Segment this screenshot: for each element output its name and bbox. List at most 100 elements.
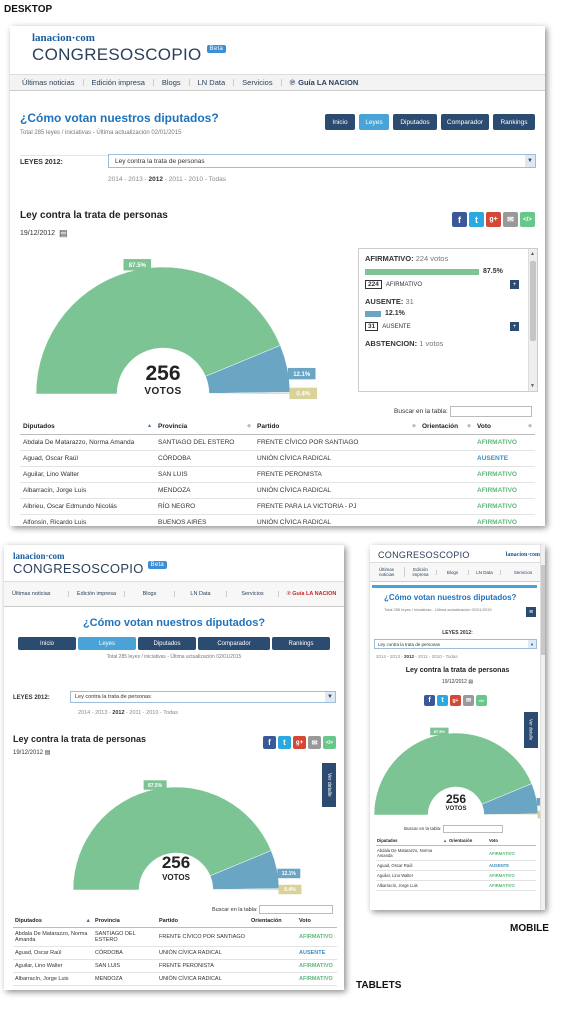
mobile-google-plus-icon[interactable]: g+ <box>450 695 461 706</box>
btn-inicio[interactable]: Inicio <box>325 114 355 130</box>
mobile-nav-ultimas[interactable]: Últimas noticias <box>379 567 395 577</box>
tablet-col-diputados[interactable]: Diputados ▲ <box>13 915 93 928</box>
site-title[interactable]: CONGRESOSCOPIO <box>32 45 202 64</box>
mobile-col-diputados[interactable]: Diputados ▲ <box>376 836 448 846</box>
twitter-icon[interactable]: t <box>469 212 484 227</box>
year-2012[interactable]: 2012 <box>148 176 163 183</box>
table-row[interactable]: Aguilar, Lino Walter SAN LUIS FRENTE PERON… <box>13 959 337 973</box>
tablet-document-icon[interactable]: ▤ <box>44 750 51 756</box>
table-row[interactable]: Abdala De Matarazzo, Norma Amanda AFIRMAT… <box>376 845 536 861</box>
mobile-scrollbar[interactable] <box>540 545 545 910</box>
btn-leyes[interactable]: Leyes <box>359 114 389 130</box>
tablet-google-plus-icon[interactable]: g+ <box>293 736 306 749</box>
mobile-nav-blogs[interactable]: Blogs <box>436 569 468 575</box>
embed-icon[interactable]: </> <box>520 212 535 227</box>
mobile-logo[interactable]: lanacion·com <box>505 552 540 558</box>
year-2010[interactable]: 2010 <box>188 176 203 183</box>
nav-ultimas[interactable]: Últimas noticias <box>14 79 84 87</box>
tablet-ley-select[interactable]: Ley contra la trata de personas ▼ <box>70 691 336 703</box>
lanacion-logo[interactable]: lanacion·com <box>32 32 95 44</box>
col-voto[interactable]: Voto ◆ <box>474 419 535 435</box>
search-input[interactable] <box>449 406 532 417</box>
tablet-nav-edicion[interactable]: Edición impresa <box>68 591 124 597</box>
mobile-col-orientacion[interactable]: Orientación <box>448 836 488 846</box>
table-row[interactable]: Aguilar, Lino Walter AFIRMATIVO <box>376 870 536 881</box>
mail-icon[interactable]: ✉ <box>503 212 518 227</box>
mobile-search-input[interactable] <box>442 825 503 833</box>
tablet-btn-diputados[interactable]: Diputados <box>138 637 196 650</box>
year-2013[interactable]: 2013 <box>128 176 143 183</box>
mobile-mail-icon[interactable]: ✉ <box>463 695 474 706</box>
expand-ausente-icon[interactable]: + <box>510 322 519 331</box>
document-icon[interactable]: ▤ <box>59 228 68 238</box>
slice-abstencion[interactable] <box>212 888 280 891</box>
facebook-icon[interactable]: f <box>452 212 467 227</box>
panel-scrollbar[interactable]: ▲ ▼ <box>528 249 537 391</box>
col-orientacion[interactable]: Orientación ◆ <box>419 419 474 435</box>
tablet-btn-leyes[interactable]: Leyes <box>78 637 136 650</box>
btn-diputados[interactable]: Diputados <box>393 114 437 130</box>
mobile-col-voto[interactable]: Voto <box>488 836 536 846</box>
year-2011[interactable]: 2011 <box>168 176 183 183</box>
table-row[interactable]: Aguad, Oscar Raúl CÓRDOBA UNIÓN CÍVICA RAD… <box>20 450 535 467</box>
table-row[interactable]: Alfonsín, Ricardo Luis BUENOS AIRES UNIÓN … <box>20 514 535 526</box>
mobile-nav-lndata[interactable]: LN Data <box>468 569 500 575</box>
slice-ausente[interactable] <box>481 783 539 815</box>
tablet-nav-guia[interactable]: ℗ Guía LA NACION <box>278 591 344 597</box>
slice-ausente[interactable] <box>209 850 280 890</box>
mobile-site-title[interactable]: CONGRESOSCOPIO <box>378 550 470 560</box>
mobile-nav-servicios[interactable]: Servicios <box>500 569 545 575</box>
tablet-btn-comparador[interactable]: Comparador <box>198 637 270 650</box>
tablet-search-input[interactable] <box>259 905 334 914</box>
nav-guia[interactable]: ℗ Guía LA NACION <box>289 77 359 87</box>
btn-rankings[interactable]: Rankings <box>493 114 535 130</box>
tablet-btn-inicio[interactable]: Inicio <box>18 637 76 650</box>
tablet-nav-ultimas[interactable]: Últimas noticias <box>12 591 51 597</box>
tablet-nav-blogs[interactable]: Blogs <box>124 591 174 597</box>
tablet-twitter-icon[interactable]: t <box>278 736 291 749</box>
table-row[interactable]: Albrieu, Oscar Edmundo Nicolás RÍO NEGRO F… <box>20 498 535 515</box>
table-row[interactable]: Abdala De Matarazzo, Norma Amanda SANTIAG… <box>20 434 535 451</box>
table-row[interactable]: Albarracín, Jorge Luis MENDOZA UNIÓN CÍVIC… <box>20 482 535 499</box>
table-row[interactable]: Aguilar, Lino Walter SAN LUIS FRENTE PERON… <box>20 466 535 483</box>
mobile-document-icon[interactable]: ▤ <box>468 679 474 685</box>
mobile-twitter-icon[interactable]: t <box>437 695 448 706</box>
table-row[interactable]: Abdala De Matarazzo, Norma Amanda SANTIAG… <box>13 927 337 947</box>
tablet-col-partido[interactable]: Partido <box>157 915 249 928</box>
nav-lndata[interactable]: LN Data <box>190 79 235 87</box>
table-row[interactable]: Albarracín, Jorge Luis AFIRMATIVO <box>376 880 536 891</box>
table-row[interactable]: Aguad, Oscar Raúl AUSENTE <box>376 860 536 871</box>
tablet-logo[interactable]: lanacion·com <box>13 551 65 561</box>
nav-edicion[interactable]: Edición impresa <box>84 79 154 87</box>
slice-abstencion[interactable] <box>483 813 539 816</box>
tablet-col-voto[interactable]: Voto <box>297 915 337 928</box>
google-plus-icon[interactable]: g+ <box>486 212 501 227</box>
slice-ausente[interactable] <box>205 345 291 394</box>
tablet-nav-servicios[interactable]: Servicios <box>226 591 278 597</box>
col-diputados[interactable]: Diputados ▲ <box>20 419 155 435</box>
col-partido[interactable]: Partido ◆ <box>254 419 419 435</box>
btn-comparador[interactable]: Comparador <box>441 114 489 130</box>
table-row[interactable]: Albarracín, Jorge Luis MENDOZA UNIÓN CÍVIC… <box>13 972 337 986</box>
col-provincia[interactable]: Provincia ◆ <box>155 419 254 435</box>
tablet-site-title[interactable]: CONGRESOSCOPIO <box>13 561 144 576</box>
tablet-embed-icon[interactable]: </> <box>323 736 336 749</box>
tablet-nav-lndata[interactable]: LN Data <box>174 591 226 597</box>
ley-select[interactable]: Ley contra la trata de personas ▼ <box>108 154 536 168</box>
tablet-col-provincia[interactable]: Provincia <box>93 915 157 928</box>
mobile-nav-edicion[interactable]: Edición impresa <box>404 567 436 577</box>
tablet-ver-detalle-tab[interactable]: Ver detalle <box>322 763 336 807</box>
year-2014[interactable]: 2014 <box>108 176 123 183</box>
tablet-col-orientacion[interactable]: Orientación <box>249 915 297 928</box>
mobile-menu-icon[interactable]: ≡ <box>526 607 536 617</box>
tablet-btn-rankings[interactable]: Rankings <box>272 637 330 650</box>
expand-afirmativo-icon[interactable]: + <box>510 280 519 289</box>
tablet-mail-icon[interactable]: ✉ <box>308 736 321 749</box>
year-todas[interactable]: Todas <box>208 176 227 183</box>
slice-abstencion[interactable] <box>208 392 291 395</box>
nav-blogs[interactable]: Blogs <box>154 79 190 87</box>
table-row[interactable]: Aguad, Oscar Raúl CÓRDOBA UNIÓN CÍVICA RAD… <box>13 946 337 960</box>
tablet-facebook-icon[interactable]: f <box>263 736 276 749</box>
nav-servicios[interactable]: Servicios <box>234 79 282 87</box>
mobile-ver-detalle-tab[interactable]: Ver detalle <box>524 712 538 748</box>
